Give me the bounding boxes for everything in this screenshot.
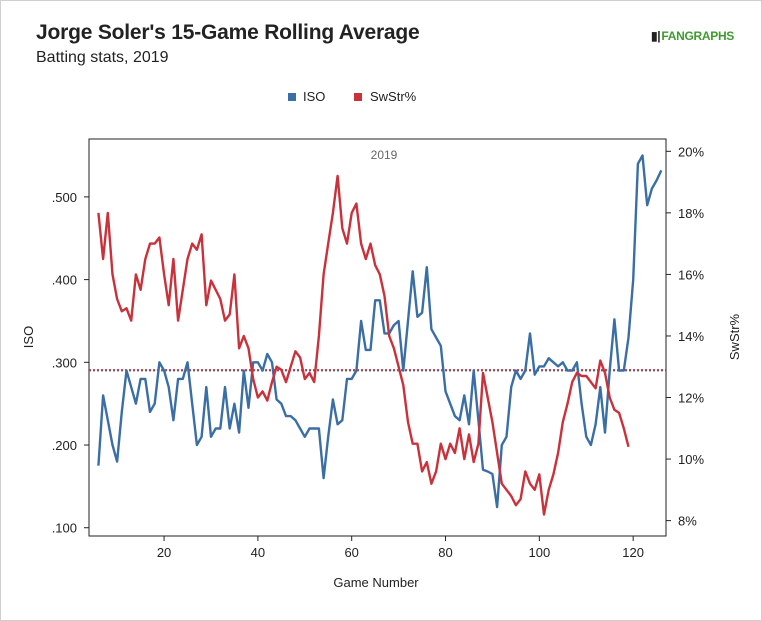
left-y-tick-label: .200 (52, 438, 77, 453)
series-lines (97, 154, 663, 516)
plot-area-border (88, 138, 667, 537)
average-lines (89, 369, 666, 372)
x-tick-label: 40 (251, 545, 265, 560)
right-y-tick-label: 16% (678, 267, 704, 282)
right-y-tick-label: 18% (678, 206, 704, 221)
right-y-tick-label: 12% (678, 391, 704, 406)
left-y-tick-label: .500 (52, 190, 77, 205)
x-axis: 20 40 60 80 100 120 (157, 536, 644, 560)
fangraphs-mark-icon: ▮| (651, 29, 661, 43)
right-y-axis-title: SwStr% (727, 313, 742, 360)
x-axis-title: Game Number (333, 575, 419, 590)
left-y-tick-label: .400 (52, 273, 77, 288)
right-y-tick-label: 8% (678, 514, 697, 529)
chart-subtitle: Batting stats, 2019 (36, 49, 169, 66)
season-annotation: 2019 (371, 148, 398, 162)
right-y-tick-label: 10% (678, 452, 704, 467)
left-y-axis-title: ISO (21, 326, 36, 348)
left-y-tick-label: .300 (52, 355, 77, 370)
logo-text: FANGRAPHS (661, 29, 735, 43)
legend-label-iso: ISO (303, 89, 325, 104)
series-line-swstr (97, 174, 630, 516)
legend-label-swstr: SwStr% (370, 89, 417, 104)
legend: ISO SwStr% (288, 89, 417, 104)
chart-title: Jorge Soler's 15-Game Rolling Average (36, 21, 420, 44)
series-line-iso (97, 154, 663, 509)
left-y-axis: .100 .200 .300 .400 .500 (52, 190, 89, 536)
right-y-axis: 8% 10% 12% 14% 16% 18% 20% (666, 144, 704, 529)
left-y-tick-label: .100 (52, 521, 77, 536)
fangraphs-logo: ▮|FANGRAPHS (651, 29, 734, 43)
legend-swatch-iso (288, 93, 296, 101)
x-tick-label: 60 (344, 545, 358, 560)
x-tick-label: 100 (528, 545, 550, 560)
legend-swatch-swstr (354, 93, 362, 101)
x-tick-label: 20 (157, 545, 171, 560)
x-tick-label: 120 (622, 545, 644, 560)
right-y-tick-label: 20% (678, 144, 704, 159)
x-tick-label: 80 (438, 545, 452, 560)
right-y-tick-label: 14% (678, 329, 704, 344)
